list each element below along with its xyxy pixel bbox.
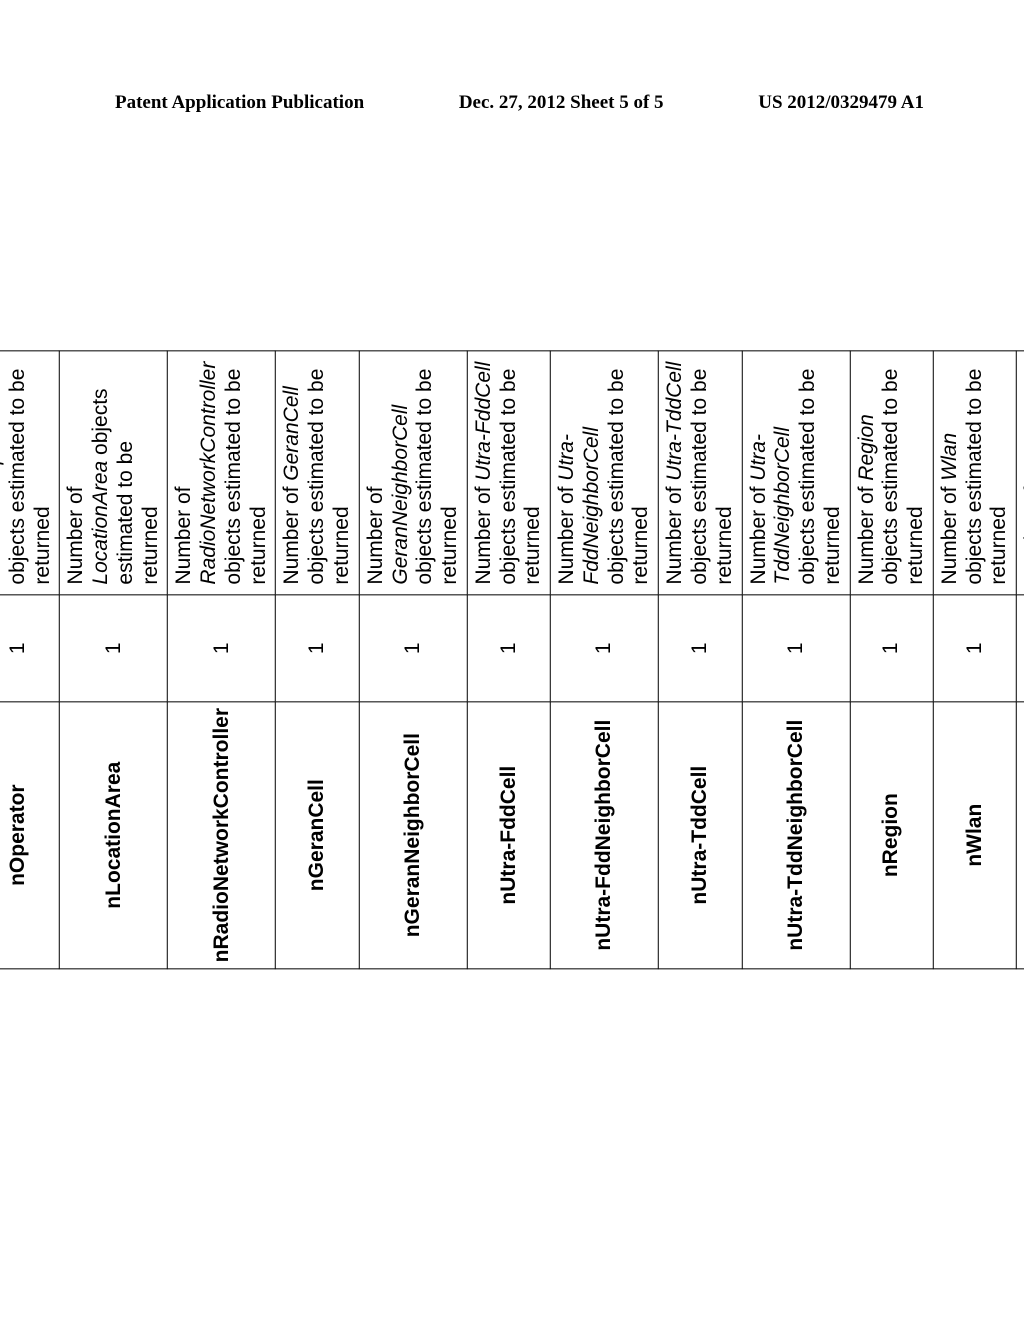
page-header: Patent Application Publication Dec. 27, …: [0, 92, 1024, 114]
cell-description: Number of LocationArea objects estimated…: [60, 351, 168, 595]
table-row: nRadioNetworkController1Number of RadioN…: [168, 351, 276, 969]
desc-pre: Number of: [364, 487, 387, 585]
parameter-table: Parameter Presence Description nCountry1…: [0, 351, 1024, 970]
desc-post: objects estimated to be returned: [604, 369, 652, 585]
cell-parameter: nGeranCell: [276, 701, 359, 968]
cell-parameter: nUtra-TddCell: [658, 701, 741, 968]
cell-description: Number of Utra-TddNeighborCell objects e…: [742, 351, 850, 595]
desc-ital: Utra-TddCell: [663, 362, 686, 481]
rotated-content: Parameter Presence Description nCountry1…: [0, 351, 1024, 970]
desc-ital: LocationArea: [89, 461, 112, 585]
cell-description: Number of octets estimated to be returne…: [1016, 351, 1024, 595]
cell-parameter: nOperator: [0, 701, 60, 968]
desc-pre: Number of: [663, 481, 686, 585]
cell-parameter: nUtra-TddNeighborCell: [742, 701, 850, 968]
table-row: nUtra-TddNeighborCell1Number of Utra-Tdd…: [742, 351, 850, 969]
table-row: nRegion1Number of Region objects estimat…: [850, 351, 933, 969]
desc-post: objects estimated to be returned: [688, 369, 736, 585]
cell-description: Number of Utra-FddCell objects estimated…: [467, 351, 550, 595]
desc-post: objects estimated to be returned: [879, 369, 927, 585]
cell-parameter: nUtra-FddNeighborCell: [550, 701, 658, 968]
cell-presence: 1: [742, 595, 850, 701]
desc-pre: Number of: [172, 487, 195, 585]
table-row: nWlan1Number of Wlan objects estimated t…: [933, 351, 1016, 969]
desc-pre: Number of: [938, 481, 961, 585]
cell-parameter: nOctets: [1016, 701, 1024, 968]
desc-post: objects estimated to be returned: [305, 369, 353, 585]
cell-presence: 1: [658, 595, 741, 701]
cell-parameter: nUtra-FddCell: [467, 701, 550, 968]
desc-post: objects estimated to be returned: [6, 369, 54, 585]
table-row: nGeranNeighborCell1Number of GeranNeighb…: [359, 351, 467, 969]
cell-description: Number of RadioNetworkController objects…: [168, 351, 276, 595]
desc-ital: GeranCell: [280, 386, 303, 481]
desc-post: objects estimated to be returned: [796, 369, 844, 585]
desc-post: objects estimated to be returned: [413, 369, 461, 585]
table-row: nOperator1Number of Operator objects est…: [0, 351, 60, 969]
header-mid: Dec. 27, 2012 Sheet 5 of 5: [459, 92, 664, 114]
table-row: nOctets1Number of octets estimated to be…: [1016, 351, 1024, 969]
cell-description: Number of GeranNeighborCell objects esti…: [359, 351, 467, 595]
desc-post: objects estimated to be returned: [962, 369, 1010, 585]
desc-pre: Number of: [555, 481, 578, 585]
desc-pre: Number of: [746, 481, 769, 585]
table-row: nUtra-FddCell1Number of Utra-FddCell obj…: [467, 351, 550, 969]
desc-pre: Number of: [280, 481, 303, 585]
table-row: nUtra-FddNeighborCell1Number of Utra-Fdd…: [550, 351, 658, 969]
desc-post: objects estimated to be returned: [496, 369, 544, 585]
cell-description: Number of GeranCell objects estimated to…: [276, 351, 359, 595]
desc-post: objects estimated to be returned: [222, 369, 270, 585]
cell-parameter: nWlan: [933, 701, 1016, 968]
cell-presence: 1: [933, 595, 1016, 701]
header-left: Patent Application Publication: [115, 92, 364, 114]
desc-pre: Number of: [64, 487, 87, 585]
cell-presence: 1: [1016, 595, 1024, 701]
desc-pre: Number of: [854, 481, 877, 585]
cell-description: Number of Operator objects estimated to …: [0, 351, 60, 595]
desc-pre: Number of: [0, 481, 4, 585]
cell-parameter: nLocationArea: [60, 701, 168, 968]
cell-presence: 1: [467, 595, 550, 701]
desc-ital: Region: [854, 414, 877, 481]
cell-parameter: nRegion: [850, 701, 933, 968]
cell-presence: 1: [168, 595, 276, 701]
desc-ital: Wlan: [938, 433, 961, 481]
cell-presence: 1: [276, 595, 359, 701]
desc-ital: RadioNetworkController: [197, 362, 220, 585]
desc-pre: Number of: [472, 481, 495, 585]
desc-ital: GeranNeighborCell: [388, 405, 411, 585]
desc-ital: Utra-FddCell: [472, 362, 495, 481]
header-right: US 2012/0329479 A1: [758, 92, 924, 114]
table-row: nUtra-TddCell1Number of Utra-TddCell obj…: [658, 351, 741, 969]
cell-description: Number of Utra-FddNeighborCell objects e…: [550, 351, 658, 595]
cell-description: Number of Wlan objects estimated to be r…: [933, 351, 1016, 595]
cell-presence: 1: [60, 595, 168, 701]
desc-ital: Operator: [0, 398, 4, 481]
cell-presence: 1: [0, 595, 60, 701]
cell-presence: 1: [850, 595, 933, 701]
cell-description: Number of Region objects estimated to be…: [850, 351, 933, 595]
cell-presence: 1: [550, 595, 658, 701]
cell-description: Number of Utra-TddCell objects estimated…: [658, 351, 741, 595]
table-row: nLocationArea1Number of LocationArea obj…: [60, 351, 168, 969]
cell-presence: 1: [359, 595, 467, 701]
cell-parameter: nGeranNeighborCell: [359, 701, 467, 968]
cell-parameter: nRadioNetworkController: [168, 701, 276, 968]
table-row: nGeranCell1Number of GeranCell objects e…: [276, 351, 359, 969]
